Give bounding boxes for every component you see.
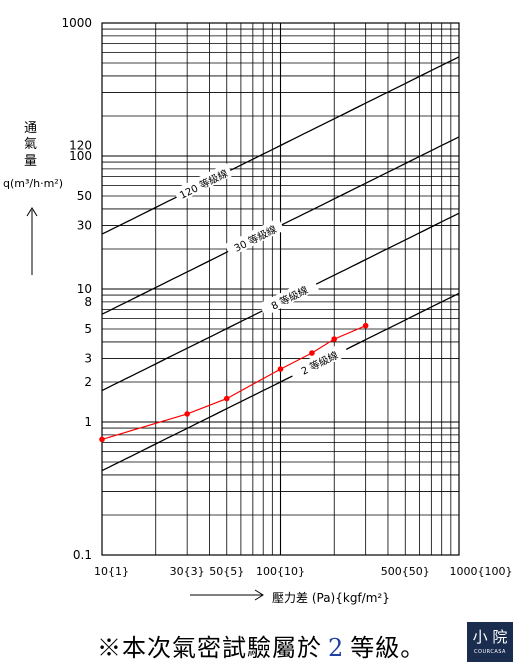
data-point bbox=[362, 322, 369, 329]
data-point bbox=[309, 350, 315, 356]
y-axis-arrow-head bbox=[26, 207, 38, 217]
data-point bbox=[277, 366, 284, 372]
y-tick-label: 30 bbox=[77, 219, 92, 233]
y-tick-label: 50 bbox=[77, 189, 92, 203]
y-tick-label: 3 bbox=[84, 352, 92, 366]
y-tick-label: 2 bbox=[84, 375, 92, 389]
y-tick-label: 0.1 bbox=[73, 548, 92, 562]
data-point bbox=[331, 336, 338, 342]
x-tick-label: 30{3} bbox=[170, 565, 205, 578]
x-axis-arrow-head bbox=[254, 589, 264, 601]
caption-prefix: ※本次氣密試驗屬於 bbox=[97, 634, 322, 662]
caption-suffix: 等級。 bbox=[350, 634, 426, 662]
x-tick-label: 1000{100} bbox=[450, 565, 513, 578]
y-tick-label: 8 bbox=[84, 295, 92, 309]
y-tick-label: 1000 bbox=[61, 16, 92, 30]
grade-label-bg bbox=[172, 163, 233, 203]
y-tick-label: 100 bbox=[69, 149, 92, 163]
y-axis-label-unit: q(m³/h·m²) bbox=[3, 177, 63, 190]
data-point bbox=[223, 395, 230, 402]
y-axis-label-line-2: 氣 bbox=[24, 137, 38, 152]
y-axis-label-line-3: 量 bbox=[24, 154, 38, 169]
grade-line-0 bbox=[101, 56, 460, 235]
y-tick-label: 5 bbox=[84, 322, 92, 336]
grade-label-bg bbox=[224, 217, 285, 257]
y-axis-label-line-1: 通 bbox=[24, 121, 38, 136]
grade-label-bg bbox=[258, 277, 319, 317]
data-point bbox=[184, 411, 190, 417]
y-tick-label: 120 bbox=[69, 138, 92, 152]
x-tick-label: 10{1} bbox=[94, 565, 129, 578]
x-tick-label: 100{10} bbox=[256, 565, 305, 578]
data-point bbox=[99, 436, 105, 443]
y-tick-label: 1 bbox=[84, 415, 92, 429]
x-tick-label: 500{50} bbox=[381, 565, 430, 578]
grade-line-3 bbox=[101, 292, 460, 472]
grade-label-bg bbox=[288, 342, 349, 382]
caption: ※本次氣密試驗屬於 2 等級。 bbox=[97, 628, 425, 663]
x-tick-label: 50{5} bbox=[209, 565, 244, 578]
y-tick-label: 10 bbox=[77, 282, 92, 296]
logo-subtitle: COURCASA bbox=[474, 649, 506, 655]
logo-title: 小 院 bbox=[472, 628, 508, 646]
brand-logo: 小 院 COURCASA bbox=[467, 622, 513, 662]
caption-grade-number: 2 bbox=[328, 634, 345, 662]
x-axis-label: 壓力差 (Pa){kgf/m²} bbox=[272, 591, 390, 605]
